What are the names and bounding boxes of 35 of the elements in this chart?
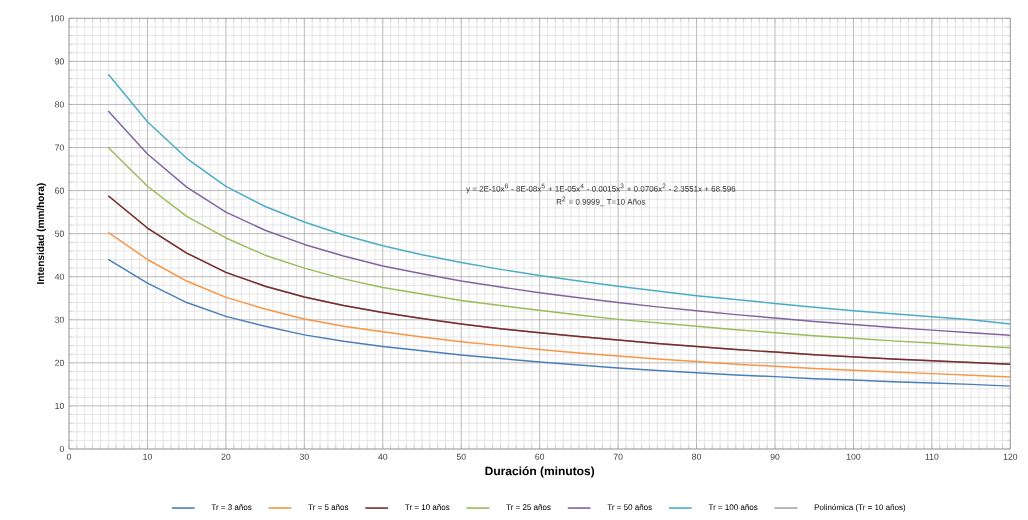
legend-label: Polinómica (Tr = 10 años) [814,504,906,512]
x-tick-label: 50 [456,453,466,460]
y-tick-label: 0 [59,445,64,453]
x-tick-label: 40 [378,453,388,460]
x-tick-label: 70 [613,453,623,460]
y-axis-title: Intensidad (mm/hora) [36,183,47,284]
y-tick-label: 40 [54,273,64,280]
x-tick-label: 110 [925,453,939,460]
x-tick-label: 90 [770,453,780,460]
x-tick-label: 0 [66,453,72,460]
text: y = 2E-10x$^{6}$ - 8E-08x$^{5}$ + 1E-05x$^{4}$ - 0.0015x$^{3}$ + 0.0706x$^{2}$ - 2.3551x + 68.596 [466,183,736,194]
legend-label: Tr = 50 años [607,504,652,511]
y-tick-label: 90 [55,58,64,65]
x-tick-label: 80 [692,453,702,460]
y-tick-label: 100 [50,15,64,22]
y-tick-label: 30 [54,316,64,323]
x-axis-title: Duración (minutos) [485,466,595,478]
legend-label: Tr = 10 años [405,504,450,511]
y-tick-label: 50 [55,230,64,237]
x-tick-label: 120 [1003,453,1018,460]
y-tick-label: 70 [55,144,64,151]
x-tick-label: 60 [535,453,545,460]
x-tick-label: 10 [143,453,152,460]
legend-label: Tr = 100 años [708,504,758,511]
annotation: R$^{2}$ = 0.9999_ T=10 Años [556,196,646,207]
y-tick-label: 60 [55,187,64,194]
y-tick-label: 10 [55,402,64,409]
y-tick-label: 80 [55,101,64,108]
y-tick-label: 20 [55,359,64,366]
legend-label: Tr = 25 años [506,504,551,511]
x-tick-label: 100 [846,453,861,460]
legend-label: Tr = 3 años [211,504,252,511]
legend-label: Tr = 5 años [308,504,349,511]
x-tick-label: 30 [299,453,309,460]
x-tick-label: 20 [221,453,231,460]
